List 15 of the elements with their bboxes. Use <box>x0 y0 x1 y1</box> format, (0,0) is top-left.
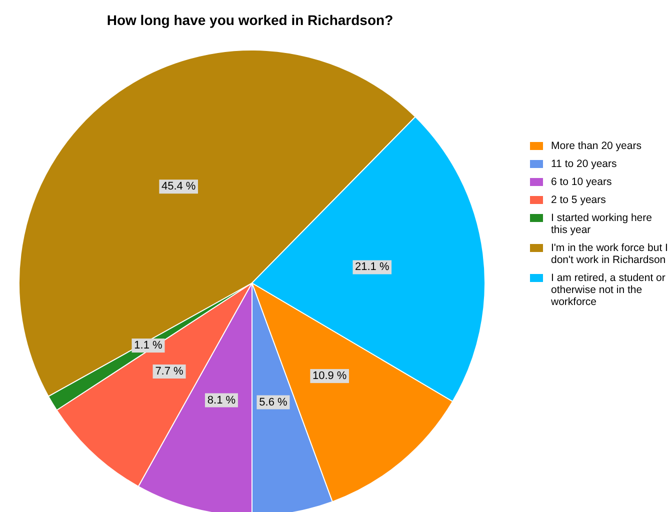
chart-title: How long have you worked in Richardson? <box>106 12 394 28</box>
legend-label: I am retired, a student or otherwise not in the workforce <box>551 272 666 308</box>
data-label: 10.9 % <box>312 370 347 382</box>
data-label: 1.1 % <box>134 340 163 352</box>
legend-label: More than 20 years <box>551 140 642 152</box>
legend-label: I'm in the work force but I don't work in Richardson <box>551 242 668 266</box>
legend-label: 11 to 20 years <box>551 158 617 170</box>
data-label: 45.4 % <box>161 180 196 193</box>
data-label: 7.7 % <box>155 366 184 378</box>
data-label: 5.6 % <box>259 396 288 408</box>
data-label: 21.1 % <box>355 261 390 274</box>
legend-label: I started working here this year <box>551 212 653 236</box>
legend-label: 2 to 5 years <box>551 194 606 206</box>
data-label: 8.1 % <box>207 394 236 406</box>
legend-label: 6 to 10 years <box>551 176 612 188</box>
